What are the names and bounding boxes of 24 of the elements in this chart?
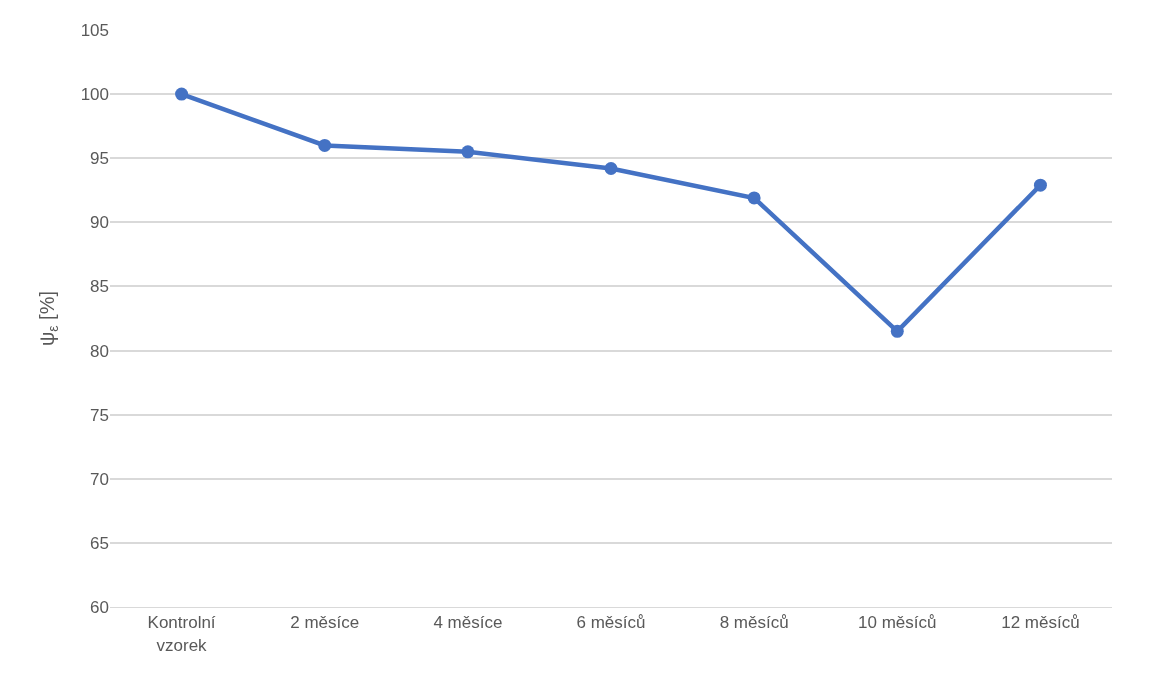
x-tick-label: 6 měsíců: [576, 613, 646, 633]
point: [175, 87, 189, 101]
point: [604, 161, 618, 175]
x-tick-label: 2 měsíce: [290, 613, 360, 633]
y-tick-label: 75: [90, 405, 109, 425]
point: [461, 145, 475, 159]
y-tick-label: 95: [90, 149, 109, 169]
x-tick-label: 4 měsíce: [433, 613, 503, 633]
y-tick-label: 80: [90, 341, 109, 361]
x-tick-label: 10 měsíců: [858, 613, 937, 633]
point: [747, 191, 761, 205]
y-tick-label: 100: [80, 85, 109, 105]
x-tick-label: 12 měsíců: [1001, 613, 1080, 633]
y-tick-label: 85: [90, 277, 109, 297]
x-tick-label: 8 měsíců: [719, 613, 789, 633]
point: [890, 324, 904, 338]
point: [1033, 178, 1047, 192]
y-tick-label: 60: [90, 597, 109, 617]
x-tick-label: Kontrolní vzorek: [147, 613, 216, 655]
y-tick-label: 105: [80, 20, 109, 40]
y-tick-label: 90: [90, 213, 109, 233]
point: [318, 138, 332, 152]
y-tick-label: 70: [90, 469, 109, 489]
y-tick-label: 65: [90, 533, 109, 553]
